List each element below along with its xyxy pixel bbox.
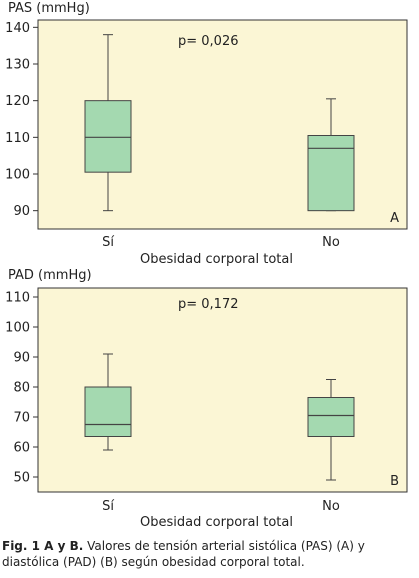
y-tick-label: 110 <box>5 131 30 146</box>
box-si <box>84 34 132 212</box>
caption-text: Valores de tensión arterial sistólica (P… <box>2 539 365 569</box>
caption-label: Fig. 1 A y B. <box>2 539 84 553</box>
x-tick-label: No <box>322 235 340 250</box>
p-value-annotation: p= 0,026 <box>178 34 239 49</box>
p-value-annotation: p= 0,172 <box>178 297 239 312</box>
chart-panel-a: PAS (mmHg) 90 100 110 120 130 140 p= 0,026 A Sí No… <box>5 1 408 267</box>
y-tick-label: 140 <box>5 21 30 36</box>
iqr-box <box>84 100 132 173</box>
y-axis-label: PAD (mmHg) <box>8 268 92 283</box>
y-axis-label: PAS (mmHg) <box>8 1 90 16</box>
y-tick-label: 70 <box>13 411 30 426</box>
y-tick-label: 130 <box>5 58 30 73</box>
iqr-box <box>307 135 355 212</box>
y-tick-label: 60 <box>13 441 30 456</box>
figure-caption: Fig. 1 A y B. Valores de tensión arteria… <box>2 538 417 570</box>
y-tick-label: 110 <box>5 291 30 306</box>
y-tick-label: 90 <box>13 351 30 366</box>
x-axis-label: Obesidad corporal total <box>140 515 293 530</box>
box-si <box>84 353 132 451</box>
chart-panel-b: PAD (mmHg) 50 60 70 80 90 100 110 p= 0,172 B Sí No O… <box>5 268 408 530</box>
x-tick-label: Sí <box>102 235 114 250</box>
iqr-box <box>307 397 355 437</box>
y-tick-label: 50 <box>13 471 30 486</box>
box-no <box>307 379 355 481</box>
y-tick-label: 90 <box>13 204 30 219</box>
x-tick-label: No <box>322 499 340 514</box>
y-tick-label: 100 <box>5 321 30 336</box>
y-tick-label: 80 <box>13 381 30 396</box>
iqr-box <box>84 386 132 437</box>
y-tick-label: 100 <box>5 168 30 183</box>
x-axis-label: Obesidad corporal total <box>140 252 293 267</box>
x-tick-label: Sí <box>102 499 114 514</box>
panel-label: B <box>390 474 399 489</box>
y-tick-label: 120 <box>5 94 30 109</box>
panel-label: A <box>390 211 399 226</box>
box-no <box>307 98 355 212</box>
